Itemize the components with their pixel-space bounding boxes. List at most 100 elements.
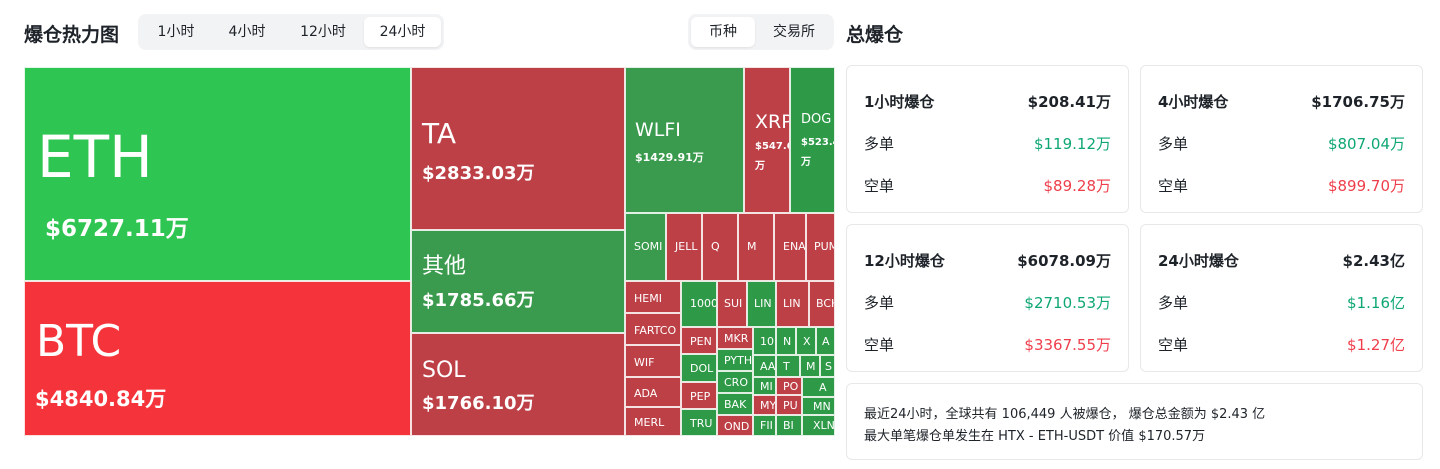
tile-xrp[interactable]: XRP $547.6 万 — [744, 67, 790, 213]
tile-symbol: T — [783, 360, 790, 373]
tile-po[interactable]: PO — [776, 377, 802, 395]
tile-symbol: BI — [783, 419, 794, 432]
tile-wlfi[interactable]: WLFI $1429.91万 — [625, 67, 744, 213]
tile-symbol: PEP — [690, 390, 711, 403]
tile-a2[interactable]: A — [802, 377, 835, 397]
short-label: 空单 — [1158, 177, 1189, 195]
tile-value: $4840.84万 — [35, 387, 167, 411]
tile-xln[interactable]: XLN — [802, 415, 835, 436]
tile-mkr[interactable]: MKR — [717, 327, 753, 349]
tile-my[interactable]: MY — [753, 395, 776, 415]
tile-hemi[interactable]: HEMI — [625, 281, 681, 313]
card-total: $1706.75万 — [1311, 93, 1405, 111]
tile-symbol: N — [783, 335, 792, 348]
tile-linea[interactable]: LIN — [776, 281, 809, 327]
tile-fartcoin[interactable]: FARTCO — [625, 313, 681, 345]
tile-symbol: A — [822, 335, 830, 348]
tile-ena[interactable]: ENA — [774, 213, 806, 281]
tile-10[interactable]: 10 — [753, 327, 776, 355]
long-label: 多单 — [1158, 294, 1189, 312]
tile-fi[interactable]: FII — [753, 415, 776, 436]
tile-symbol: SOMI — [634, 240, 663, 253]
tile-pump[interactable]: PUM — [806, 213, 835, 281]
tile-ada[interactable]: ADA — [625, 377, 681, 407]
tile-merl[interactable]: MERL — [625, 407, 681, 436]
card-period: 24小时爆仓 — [1158, 252, 1239, 270]
tile-symbol: S — [825, 360, 832, 373]
tile-value-unit: 万 — [801, 157, 811, 168]
tile-bch[interactable]: BCH — [809, 281, 835, 327]
tile-t[interactable]: T — [776, 355, 800, 377]
tile-s[interactable]: S — [820, 355, 835, 377]
tile-symbol: LIN — [754, 297, 772, 310]
summary-line-2: 最大单笔爆仓单发生在 HTX - ETH-USDT 价值 $170.57万 — [864, 429, 1206, 444]
tile-symbol: AA — [760, 360, 776, 373]
tile-sol[interactable]: SOL $1766.10万 — [411, 333, 625, 436]
tile-symbol: CRO — [724, 376, 748, 389]
tile-symbol: BAK — [724, 398, 747, 411]
long-value: $2710.53万 — [1024, 294, 1111, 312]
tile-symbol: XRP — [755, 111, 790, 133]
tab-exchange[interactable]: 交易所 — [773, 24, 815, 40]
tile-symbol: MERL — [634, 416, 665, 429]
tile-bake[interactable]: BAK — [717, 393, 753, 415]
tile-aa[interactable]: AA — [753, 355, 776, 377]
tile-m2[interactable]: M — [800, 355, 820, 377]
tile-symbol: ENA — [783, 240, 806, 253]
tile-wif[interactable]: WIF — [625, 345, 681, 377]
tile-a[interactable]: A — [816, 327, 835, 355]
tile-link[interactable]: LIN — [747, 281, 776, 327]
tile-trump[interactable]: TRU — [681, 409, 717, 436]
tile-symbol: Q — [711, 240, 720, 253]
tile-symbol: WLFI — [635, 119, 681, 141]
tile-n[interactable]: N — [776, 327, 796, 355]
tab-1h[interactable]: 1小时 — [157, 24, 195, 40]
long-label: 多单 — [1158, 135, 1189, 153]
tile-sui[interactable]: SUI — [717, 281, 747, 327]
tile-pepe[interactable]: PEP — [681, 382, 717, 409]
tile-btc[interactable]: BTC $4840.84万 — [24, 281, 411, 436]
tile-symbol: M — [747, 240, 757, 253]
tile-x[interactable]: X — [796, 327, 816, 355]
tile-symbol: TRU — [690, 417, 713, 430]
tile-pyth[interactable]: PYTH — [717, 349, 753, 371]
tile-mn[interactable]: MN — [802, 397, 835, 415]
tile-ondo[interactable]: OND — [717, 415, 753, 436]
tile-doge[interactable]: DOG $523.4 万 — [790, 67, 835, 213]
tile-symbol: SOL — [422, 358, 466, 383]
long-label: 多单 — [864, 294, 895, 312]
tile-other[interactable]: 其他 $1785.66万 — [411, 230, 625, 333]
tile-crv[interactable]: CRO — [717, 371, 753, 393]
totals-title: 总爆仓 — [846, 24, 904, 46]
tile-mi[interactable]: MI — [753, 377, 776, 395]
tile-symbol: MI — [760, 380, 773, 393]
tab-12h[interactable]: 12小时 — [300, 24, 346, 40]
tile-q[interactable]: Q — [702, 213, 738, 281]
tile-bi[interactable]: BI — [776, 415, 802, 436]
tab-24h[interactable]: 24小时 — [364, 17, 441, 47]
card-total: $2.43亿 — [1342, 252, 1405, 270]
long-value: $1.16亿 — [1347, 294, 1405, 312]
tile-symbol: 10 — [760, 335, 774, 348]
short-value: $89.28万 — [1043, 177, 1112, 195]
tile-pengu[interactable]: PEN — [681, 327, 717, 354]
tile-symbol: 其他 — [422, 254, 467, 279]
tile-somi[interactable]: SOMI — [625, 213, 666, 281]
tile-value: $1429.91万 — [635, 151, 704, 164]
tile-dolo[interactable]: DOL — [681, 354, 717, 382]
group-by-tabs: 币种 交易所 — [688, 14, 834, 50]
tab-coin[interactable]: 币种 — [691, 17, 755, 47]
tile-eth[interactable]: ETH $6727.11万 — [24, 67, 411, 281]
long-label: 多单 — [864, 135, 895, 153]
tile-value: $547.6 — [755, 141, 790, 152]
tile-symbol: MY — [760, 399, 776, 412]
tile-ta[interactable]: TA $2833.03万 — [411, 67, 625, 230]
tile-pu[interactable]: PU — [776, 395, 802, 415]
card-period: 4小时爆仓 — [1158, 93, 1229, 111]
tile-jelly[interactable]: JELL — [666, 213, 702, 281]
tab-4h[interactable]: 4小时 — [228, 24, 266, 40]
tile-symbol: MKR — [724, 332, 749, 345]
tile-m[interactable]: M — [738, 213, 774, 281]
tile-symbol: MN — [813, 400, 831, 413]
tile-1000[interactable]: 1000 — [681, 281, 717, 327]
